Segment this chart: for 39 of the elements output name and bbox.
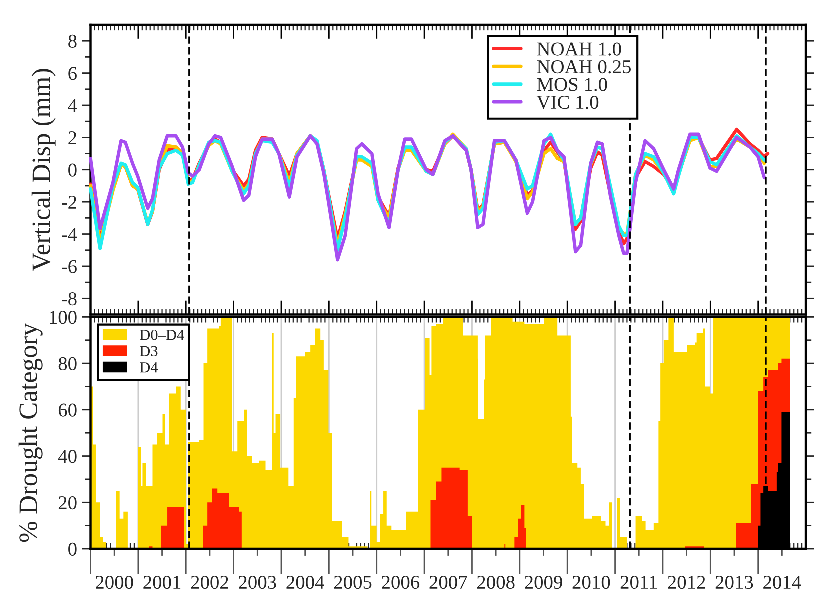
y-tick-label: -4 — [62, 228, 78, 242]
y-tick-label: 8 — [68, 34, 77, 48]
legend-label: D3 — [140, 346, 158, 357]
y-tick-label: 2 — [68, 132, 76, 144]
y-tick-label: -6 — [62, 260, 77, 274]
y-tick-label: 6 — [68, 67, 77, 80]
y-tick-label: 40 — [58, 450, 77, 464]
x-tick-label: 2005 — [334, 576, 372, 590]
y-tick-label: -2 — [62, 196, 76, 209]
y-tick-label: 100 — [50, 311, 77, 324]
legend-label: NOAH 0.25 — [537, 60, 631, 74]
legend-label: D4 — [140, 362, 158, 373]
y-tick-label: 0 — [68, 164, 77, 177]
y-tick-label: 60 — [58, 404, 77, 417]
legend-label: D0–D4 — [140, 330, 184, 340]
y-tick-label: 80 — [58, 357, 77, 370]
legend-label: NOAH 1.0 — [537, 42, 622, 56]
y-tick-label: 0 — [68, 542, 77, 556]
y-axis-title: Vertical Disp (mm) — [32, 69, 56, 272]
x-tick-label: 2000 — [96, 576, 134, 590]
x-tick-label: 2002 — [191, 576, 228, 590]
y-tick-label: -8 — [62, 292, 77, 306]
x-tick-label: 2001 — [144, 576, 181, 590]
x-tick-label: 2014 — [764, 576, 802, 590]
x-tick-label: 2012 — [668, 576, 706, 590]
x-tick-label: 2008 — [477, 576, 515, 590]
x-tick-label: 2013 — [716, 576, 754, 590]
x-tick-label: 2010 — [572, 576, 610, 590]
legend-label: MOS 1.0 — [537, 78, 608, 92]
x-tick-label: 2007 — [430, 576, 468, 590]
y-tick-label: 20 — [58, 496, 77, 510]
y-axis-title: % Drought Category — [18, 323, 43, 542]
legend-label: VIC 1.0 — [536, 96, 599, 110]
x-tick-label: 2011 — [620, 576, 658, 590]
x-tick-label: 2003 — [239, 576, 276, 590]
x-tick-label: 2006 — [382, 576, 420, 590]
y-tick-label: 4 — [68, 99, 78, 112]
x-tick-label: 2004 — [286, 576, 324, 590]
x-tick-label: 2009 — [525, 576, 562, 590]
